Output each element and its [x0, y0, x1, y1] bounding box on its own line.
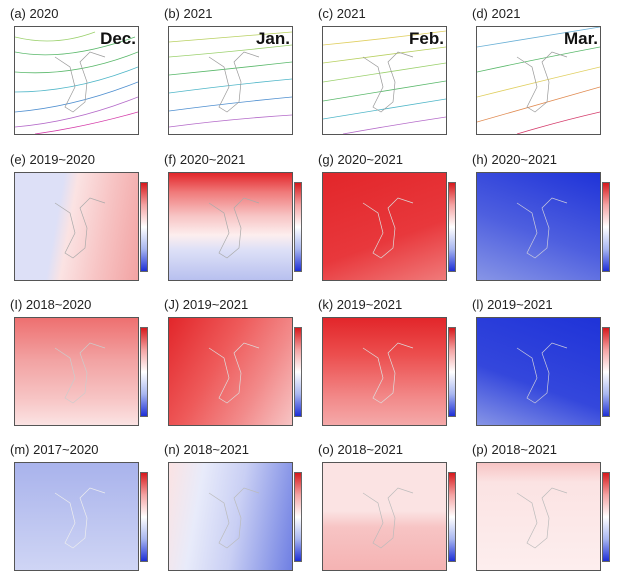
panel-d: (d) 2021 Mar.	[470, 6, 615, 138]
panel-o: (o) 2018~2021	[316, 442, 461, 574]
month-label: Feb.	[409, 29, 444, 48]
panel-label: (b) 2021	[164, 6, 213, 21]
anomaly-map	[168, 462, 293, 571]
anomaly-map	[322, 317, 447, 426]
anomaly-map	[168, 172, 293, 281]
panel-c: (c) 2021 Feb.	[316, 6, 461, 138]
panel-label: (g) 2020~2021	[318, 152, 403, 167]
panel-b: (b) 2021 Jan.	[162, 6, 307, 138]
panel-i: (I) 2018~2020	[8, 297, 153, 429]
month-label: Dec.	[100, 29, 136, 48]
month-label: Mar.	[563, 29, 598, 48]
panel-p: (p) 2018~2021	[470, 442, 615, 574]
panel-l: (l) 2019~2021	[470, 297, 615, 429]
panel-label: (m) 2017~2020	[10, 442, 99, 457]
anomaly-map	[476, 317, 601, 426]
colorbar	[448, 182, 456, 272]
panel-j: (J) 2019~2021	[162, 297, 307, 429]
anomaly-map	[14, 462, 139, 571]
panel-label: (a) 2020	[10, 6, 59, 21]
anomaly-map	[476, 172, 601, 281]
colorbar	[294, 472, 302, 562]
panel-m: (m) 2017~2020	[8, 442, 153, 574]
colorbar	[602, 472, 610, 562]
panel-label: (n) 2018~2021	[164, 442, 249, 457]
panel-label: (c) 2021	[318, 6, 366, 21]
colorbar	[294, 182, 302, 272]
colorbar	[448, 472, 456, 562]
panel-label: (h) 2020~2021	[472, 152, 557, 167]
panel-label: (e) 2019~2020	[10, 152, 95, 167]
anomaly-map	[14, 317, 139, 426]
panel-g: (g) 2020~2021	[316, 152, 461, 284]
panel-k: (k) 2019~2021	[316, 297, 461, 429]
colorbar	[140, 327, 148, 417]
contour-map: Feb.	[322, 26, 447, 135]
colorbar	[448, 327, 456, 417]
month-label: Jan.	[255, 29, 290, 48]
colorbar	[140, 472, 148, 562]
colorbar	[602, 182, 610, 272]
panel-label: (f) 2020~2021	[164, 152, 246, 167]
anomaly-map	[168, 317, 293, 426]
anomaly-map	[476, 462, 601, 571]
panel-label: (d) 2021	[472, 6, 521, 21]
colorbar	[140, 182, 148, 272]
panel-label: (l) 2019~2021	[472, 297, 553, 312]
panel-label: (k) 2019~2021	[318, 297, 403, 312]
panel-h: (h) 2020~2021	[470, 152, 615, 284]
panel-label: (o) 2018~2021	[318, 442, 403, 457]
contour-map: Dec.	[14, 26, 139, 135]
panel-label: (I) 2018~2020	[10, 297, 92, 312]
panel-label: (J) 2019~2021	[164, 297, 249, 312]
contour-map: Mar.	[476, 26, 601, 135]
panel-e: (e) 2019~2020	[8, 152, 153, 284]
anomaly-map	[14, 172, 139, 281]
colorbar	[602, 327, 610, 417]
colorbar	[294, 327, 302, 417]
panel-a: (a) 2020 Dec.	[8, 6, 153, 138]
panel-n: (n) 2018~2021	[162, 442, 307, 574]
anomaly-map	[322, 462, 447, 571]
panel-label: (p) 2018~2021	[472, 442, 557, 457]
anomaly-map	[322, 172, 447, 281]
panel-f: (f) 2020~2021	[162, 152, 307, 284]
contour-map: Jan.	[168, 26, 293, 135]
